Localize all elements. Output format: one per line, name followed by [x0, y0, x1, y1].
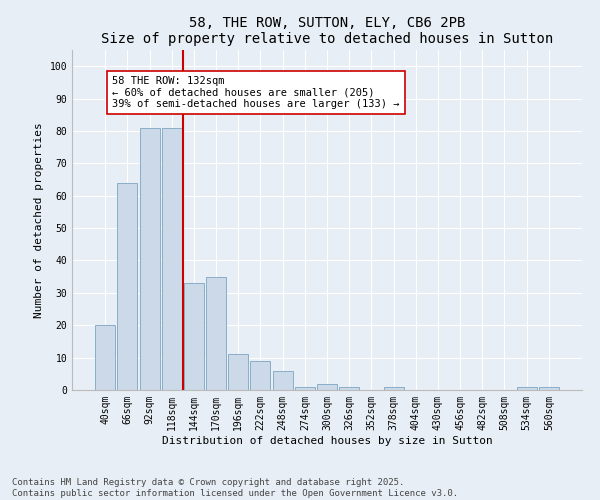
Bar [206, 276, 226, 390]
Bar [339, 387, 359, 390]
Bar [250, 361, 271, 390]
Bar [140, 128, 160, 390]
Bar [317, 384, 337, 390]
Bar [295, 387, 315, 390]
Bar [118, 183, 137, 390]
Bar [539, 387, 559, 390]
Bar [228, 354, 248, 390]
Title: 58, THE ROW, SUTTON, ELY, CB6 2PB
Size of property relative to detached houses i: 58, THE ROW, SUTTON, ELY, CB6 2PB Size o… [101, 16, 553, 46]
X-axis label: Distribution of detached houses by size in Sutton: Distribution of detached houses by size … [161, 436, 493, 446]
Bar [383, 387, 404, 390]
Y-axis label: Number of detached properties: Number of detached properties [34, 122, 44, 318]
Text: 58 THE ROW: 132sqm
← 60% of detached houses are smaller (205)
39% of semi-detach: 58 THE ROW: 132sqm ← 60% of detached hou… [112, 76, 400, 109]
Bar [162, 128, 182, 390]
Bar [517, 387, 536, 390]
Bar [272, 370, 293, 390]
Bar [95, 325, 115, 390]
Text: Contains HM Land Registry data © Crown copyright and database right 2025.
Contai: Contains HM Land Registry data © Crown c… [12, 478, 458, 498]
Bar [184, 283, 204, 390]
